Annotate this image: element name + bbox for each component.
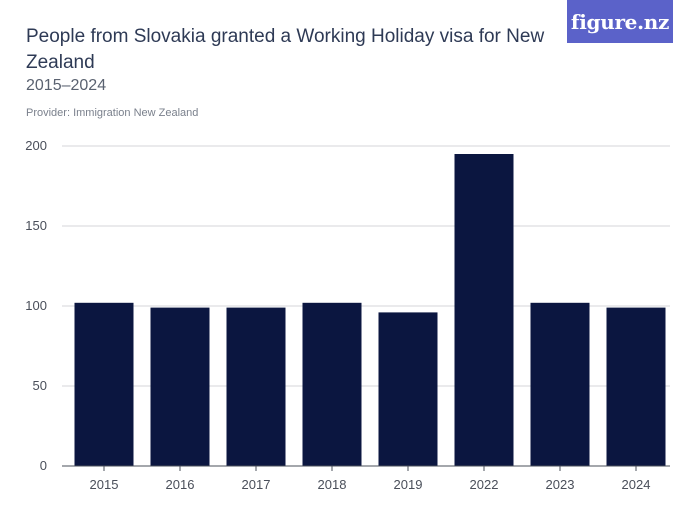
chart-subtitle: 2015–2024 (26, 77, 107, 94)
bars (74, 154, 666, 466)
bar-2019[interactable] (378, 312, 438, 466)
chart-title: People from Slovakia granted a Working H… (26, 26, 545, 73)
bar-2017[interactable] (226, 307, 286, 466)
bar-2018[interactable] (302, 302, 362, 466)
y-tick-label: 50 (33, 378, 47, 393)
bar-2022[interactable] (454, 154, 514, 466)
x-tick-label: 2022 (470, 477, 499, 492)
x-axis-ticks: 2015 2016 2017 2018 2019 2022 2023 2024 (90, 466, 651, 492)
y-tick-label: 150 (25, 218, 47, 233)
bar-2016[interactable] (150, 307, 210, 466)
x-tick-label: 2016 (166, 477, 195, 492)
y-axis-ticks: 0 50 100 150 200 (25, 138, 47, 473)
y-tick-label: 200 (25, 138, 47, 153)
bar-2015[interactable] (74, 302, 134, 466)
x-tick-label: 2019 (394, 477, 423, 492)
x-tick-label: 2023 (546, 477, 575, 492)
x-tick-label: 2024 (622, 477, 651, 492)
y-tick-label: 100 (25, 298, 47, 313)
x-tick-label: 2018 (318, 477, 347, 492)
x-tick-label: 2017 (242, 477, 271, 492)
figure-nz-logo[interactable]: figure.nz (567, 0, 673, 43)
bar-2024[interactable] (606, 307, 666, 466)
data-provider: Provider: Immigration New Zealand (26, 107, 199, 119)
y-tick-label: 0 (40, 458, 47, 473)
logo-text: figure.nz (570, 9, 670, 34)
bar-2023[interactable] (530, 302, 590, 466)
x-tick-label: 2015 (90, 477, 119, 492)
